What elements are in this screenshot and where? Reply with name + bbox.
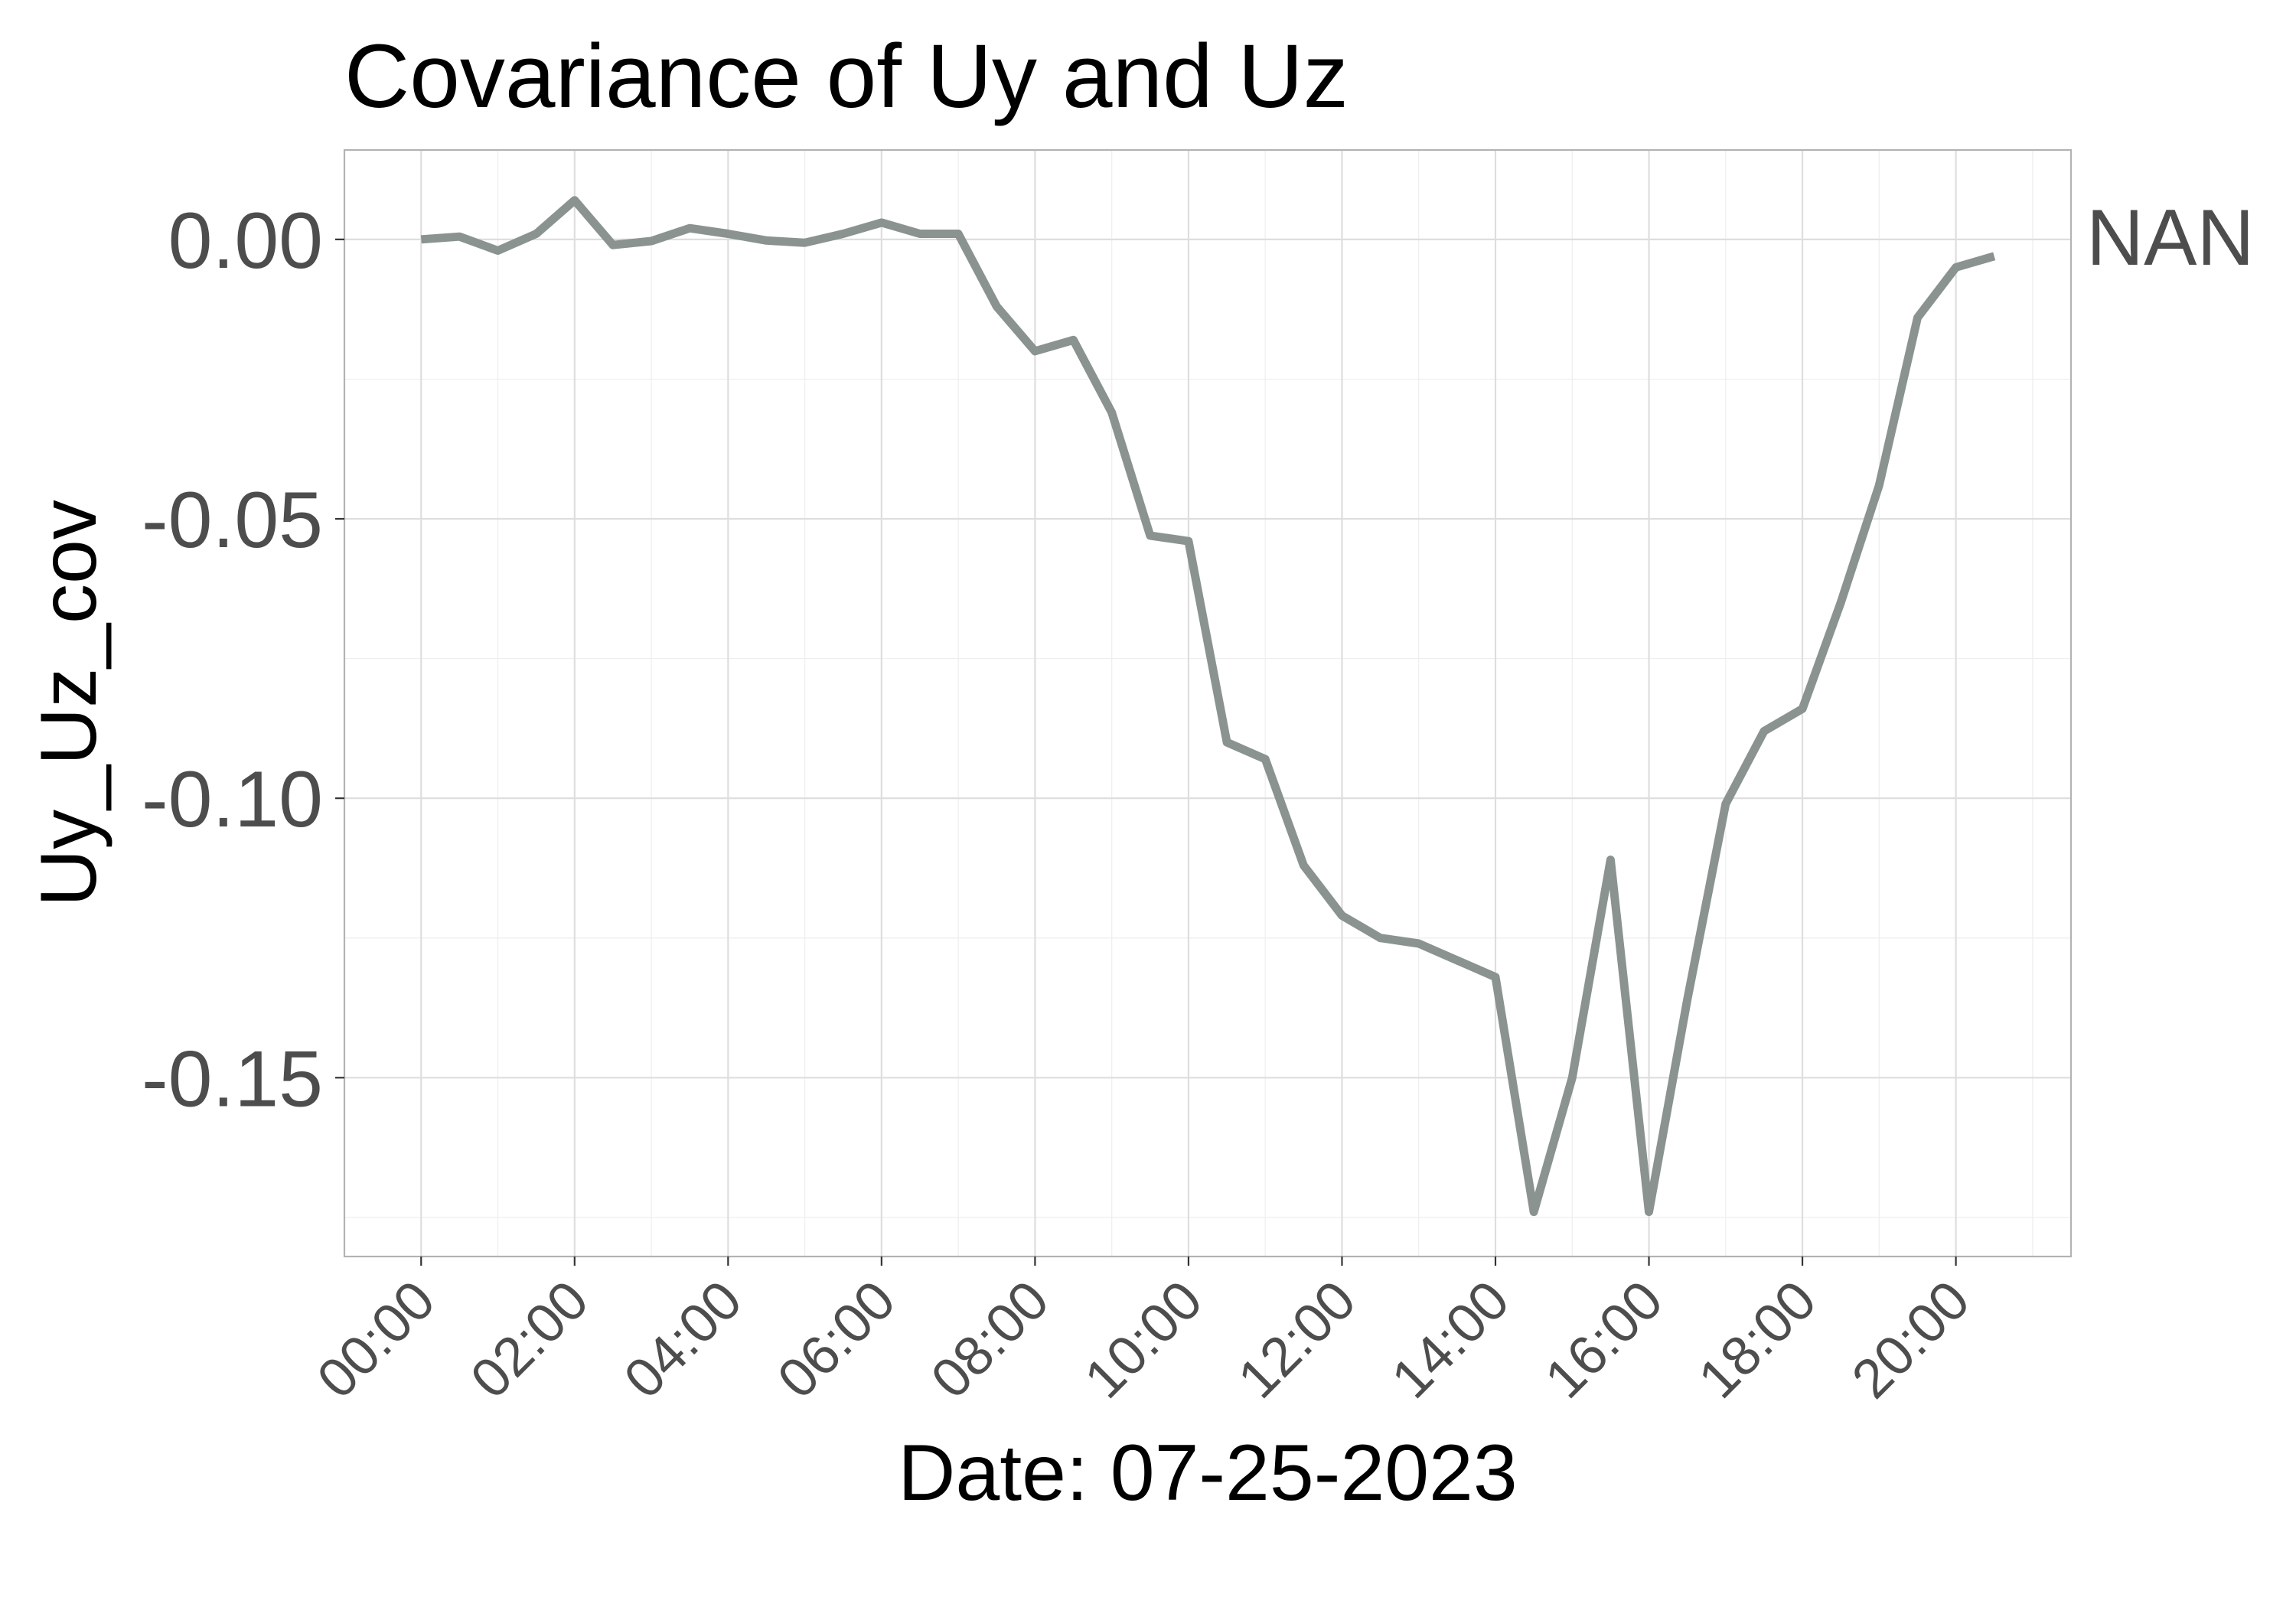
x-axis: 00:00 02:00 04:00 06:00 08:00 10:00 12:00 14:00…	[306, 1257, 1981, 1410]
minor-grid	[344, 150, 2071, 1257]
major-grid	[344, 150, 2071, 1257]
x-tick-label: 20:00	[1841, 1270, 1981, 1410]
legend-label-nan: NAN	[2086, 194, 2255, 282]
y-axis-title: Uy_Uz_cov	[24, 500, 113, 907]
y-axis: 0.00 -0.05 -0.10 -0.15	[142, 197, 344, 1123]
y-tick-label: -0.15	[142, 1035, 323, 1123]
y-tick-label: 0.00	[168, 197, 323, 285]
x-tick-label: 18:00	[1687, 1270, 1828, 1410]
series-line-nan	[420, 196, 1996, 1217]
x-tick-label: 16:00	[1534, 1270, 1675, 1410]
x-tick-label: 14:00	[1380, 1270, 1521, 1410]
legend: NAN	[2086, 194, 2255, 282]
y-tick-label: -0.05	[142, 476, 323, 565]
x-tick-label: 00:00	[306, 1270, 447, 1410]
series-layer	[420, 196, 1996, 1217]
plot-panel	[343, 148, 2073, 1258]
y-tick-label: -0.10	[142, 755, 323, 844]
chart-title: Covariance of Uy and Uz	[344, 26, 1349, 127]
x-tick-label: 06:00	[766, 1270, 907, 1410]
x-tick-label: 08:00	[920, 1270, 1061, 1410]
x-tick-label: 02:00	[459, 1270, 600, 1410]
x-axis-title: Date: 07-25-2023	[898, 1429, 1517, 1517]
x-tick-label: 12:00	[1227, 1270, 1368, 1410]
x-tick-label: 04:00	[613, 1270, 754, 1410]
x-tick-label: 10:00	[1073, 1270, 1214, 1410]
